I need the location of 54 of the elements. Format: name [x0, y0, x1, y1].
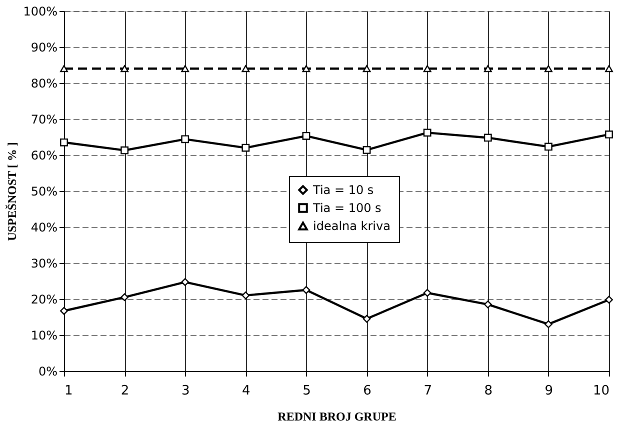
- legend-label: idealna kriva: [313, 219, 390, 233]
- legend-label: Tia = 10 s: [312, 183, 374, 197]
- point: [544, 142, 552, 151]
- point: [362, 65, 371, 72]
- x-tick-label: 8: [484, 384, 493, 398]
- x-tick-label: 9: [544, 384, 554, 398]
- y-tick-label: 20%: [30, 292, 58, 306]
- x-tick-label: 6: [363, 384, 372, 398]
- y-tick-label: 90%: [30, 40, 58, 54]
- point: [242, 291, 250, 300]
- point: [181, 65, 190, 72]
- x-tick-label: 2: [120, 384, 130, 398]
- point: [362, 314, 371, 323]
- point: [120, 146, 129, 154]
- point: [484, 134, 492, 142]
- point: [423, 288, 432, 297]
- y-tick-label: 70%: [30, 112, 58, 126]
- point: [544, 320, 552, 328]
- point: [302, 286, 310, 294]
- y-tick-label: 60%: [30, 148, 58, 162]
- x-tick-label: 10: [592, 384, 610, 398]
- y-tick-label: 30%: [30, 256, 58, 270]
- point: [242, 144, 250, 152]
- x-tick-label: 3: [181, 384, 190, 398]
- y-tick-label: 100%: [23, 4, 58, 18]
- x-tick-label: 5: [302, 384, 311, 398]
- point: [362, 146, 371, 154]
- point: [605, 130, 613, 138]
- x-axis-title: REDNI BROJ GRUPE: [278, 410, 396, 424]
- point: [605, 65, 613, 72]
- point: [302, 65, 310, 72]
- point: [120, 65, 129, 72]
- y-tick-label: 50%: [30, 184, 58, 198]
- point: [302, 132, 310, 140]
- point: [423, 128, 432, 137]
- legend-label: Tia = 100 s: [312, 201, 382, 215]
- point: [484, 65, 492, 72]
- y-tick-label: 40%: [30, 220, 58, 234]
- point: [544, 65, 552, 72]
- point: [484, 300, 492, 308]
- x-tick-label: 7: [424, 384, 432, 398]
- point: [423, 65, 432, 72]
- point: [120, 293, 129, 302]
- point: [60, 138, 68, 146]
- y-axis-title: USPEŠNOST [ % ]: [5, 142, 20, 241]
- y-tick-label: 80%: [30, 76, 58, 90]
- y-tick-label: 0%: [38, 364, 58, 378]
- x-tick-label: 1: [64, 384, 73, 398]
- x-tick-label: 4: [242, 384, 250, 398]
- point: [242, 65, 250, 72]
- point: [181, 135, 190, 144]
- y-tick-label: 10%: [30, 328, 58, 342]
- point: [605, 296, 613, 304]
- point: [181, 278, 190, 286]
